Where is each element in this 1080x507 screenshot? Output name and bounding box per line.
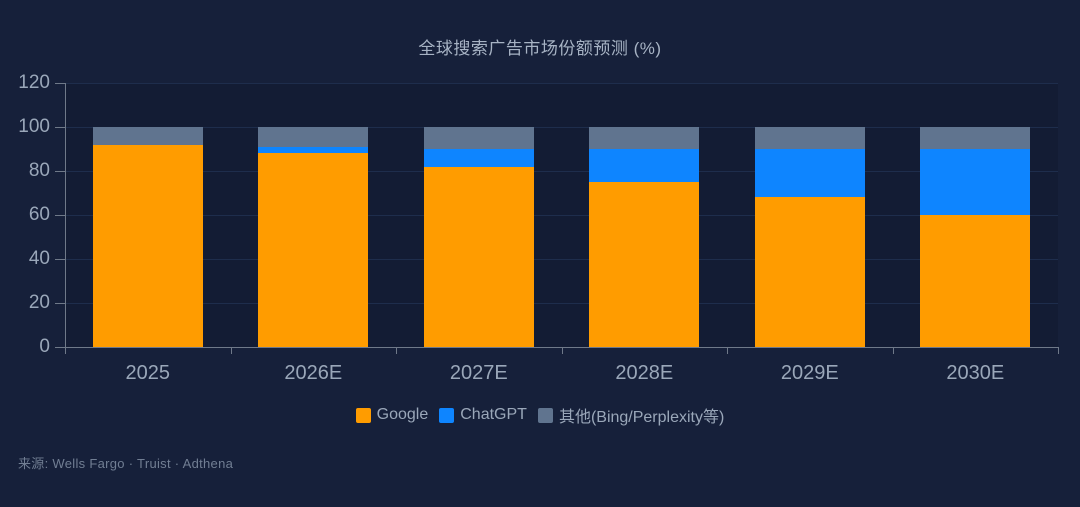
x-axis-tick — [561, 348, 563, 354]
gridline — [65, 215, 1058, 216]
legend-item-chatgpt[interactable]: ChatGPT — [439, 406, 527, 424]
x-tick-label: 2030E — [946, 362, 1005, 384]
x-tick-label: 2027E — [449, 362, 508, 384]
y-tick-label: 80 — [28, 160, 50, 181]
bar-segment-chatgpt-2027e[interactable] — [423, 149, 534, 167]
y-tick-label: 40 — [28, 248, 50, 269]
legend-item-google[interactable]: Google — [355, 406, 429, 424]
x-axis-tick — [396, 348, 397, 354]
gridline — [65, 259, 1058, 260]
bar-segment-google-2029e[interactable] — [754, 197, 865, 347]
source-note: 来源: Wells Fargo · Truist · Adthena — [18, 456, 234, 471]
y-tick-label: 100 — [18, 116, 50, 137]
y-axis-line — [65, 83, 66, 353]
gridline — [65, 171, 1058, 172]
x-tick-label: 2028E — [615, 362, 674, 384]
bar-segment-google-2030e[interactable] — [920, 215, 1031, 347]
bar-segment-chatgpt-2029e[interactable] — [754, 149, 865, 198]
bar-segment--bing-perplexity--2027e[interactable] — [423, 127, 534, 149]
x-tick-label: 2029E — [780, 362, 839, 384]
y-tick-label: 20 — [28, 292, 50, 313]
bar-segment-chatgpt-2028e[interactable] — [589, 149, 700, 182]
x-axis-tick — [230, 348, 232, 354]
y-axis-tick — [55, 83, 65, 84]
x-tick-label: 2025 — [125, 362, 171, 384]
legend-label: Google — [376, 406, 429, 423]
y-axis-tick — [55, 171, 65, 172]
legend-swatch — [439, 407, 455, 423]
bar-segment-google-2027e[interactable] — [423, 166, 534, 347]
bar-segment--bing-perplexity--2028e[interactable] — [589, 127, 700, 149]
x-axis-tick — [892, 348, 894, 354]
legend-label: 其他(Bing/Perplexity等) — [558, 409, 725, 426]
y-axis-tick — [55, 259, 65, 260]
legend-swatch — [537, 407, 553, 423]
bar-segment-chatgpt-2030e[interactable] — [920, 149, 1031, 215]
legend-label: ChatGPT — [460, 406, 527, 423]
gridline — [65, 303, 1058, 304]
legend-swatch — [355, 407, 371, 423]
plot-area — [65, 83, 1058, 347]
legend-item--bing-perplexity-[interactable]: 其他(Bing/Perplexity等) — [537, 403, 725, 427]
legend: Google ChatGPT 其他(Bing/Perplexity等) — [0, 403, 1080, 427]
x-axis-tick — [727, 348, 728, 354]
x-axis-line — [65, 347, 1059, 348]
gridline — [65, 127, 1058, 128]
y-tick-label: 120 — [18, 72, 50, 93]
y-tick-label: 0 — [39, 336, 50, 357]
bar-segment-chatgpt-2026e[interactable] — [258, 146, 369, 154]
y-axis-tick — [55, 303, 65, 304]
bar-segment-google-2028e[interactable] — [589, 182, 700, 347]
bar-segment-google-2025[interactable] — [92, 144, 203, 347]
bar-segment--bing-perplexity--2029e[interactable] — [754, 127, 865, 149]
x-axis-tick — [1058, 348, 1059, 354]
y-axis-tick — [55, 347, 65, 348]
y-tick-label: 60 — [28, 204, 50, 225]
x-axis-tick — [65, 348, 66, 354]
gridline — [65, 83, 1058, 84]
bar-segment--bing-perplexity--2025[interactable] — [92, 127, 203, 145]
x-tick-label: 2026E — [284, 362, 343, 384]
bar-segment-google-2026e[interactable] — [258, 153, 369, 347]
y-axis-tick — [55, 215, 65, 216]
y-axis-tick — [55, 127, 65, 128]
bar-segment--bing-perplexity--2030e[interactable] — [920, 127, 1031, 149]
bar-segment--bing-perplexity--2026e[interactable] — [258, 127, 369, 147]
chart-title: 全球搜索广告市场份额预测 (%) — [418, 39, 662, 58]
